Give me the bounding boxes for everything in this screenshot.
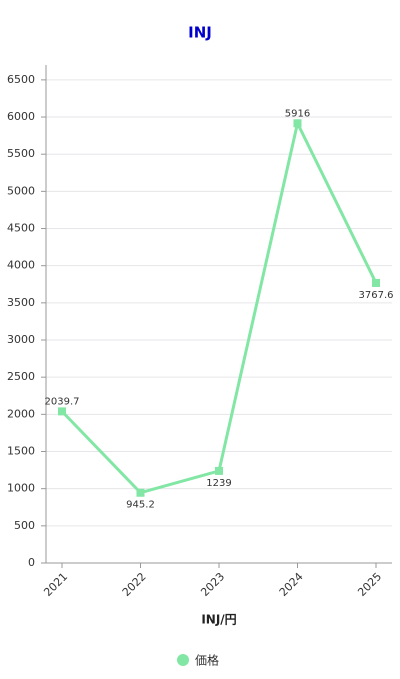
x-tick-label: 2024	[277, 570, 306, 599]
chart-title: INJ	[188, 24, 212, 42]
y-tick-label: 5500	[7, 147, 35, 160]
x-tick-label: 2022	[120, 570, 149, 599]
y-tick-label: 1500	[7, 445, 35, 458]
data-label: 2039.7	[45, 396, 80, 407]
legend-label: 価格	[195, 653, 219, 668]
point	[215, 466, 223, 475]
y-tick-label: 4000	[7, 259, 35, 272]
x-tick-label: 2025	[355, 570, 384, 599]
y-tick-label: 3000	[7, 333, 35, 346]
y-tick-label: 6500	[7, 73, 35, 86]
y-tick-label: 2000	[7, 407, 35, 420]
point	[372, 278, 380, 287]
legend-marker	[177, 654, 189, 666]
x-tick-label: 2021	[41, 570, 70, 599]
x-axis-label: INJ/円	[201, 613, 236, 627]
data-label: 945.2	[126, 500, 155, 511]
y-tick-label: 4500	[7, 222, 35, 235]
point	[58, 407, 66, 416]
y-tick-label: 0	[28, 556, 35, 569]
y-tick-label: 6000	[7, 110, 35, 123]
y-tick-label: 5000	[7, 184, 35, 197]
x-tick-label: 2023	[198, 570, 227, 599]
point	[136, 488, 145, 497]
y-tick-label: 500	[14, 519, 35, 532]
y-tick-label: 3500	[7, 296, 35, 309]
data-label: 1239	[206, 478, 231, 489]
data-label: 5916	[285, 108, 310, 119]
y-tick-label: 1000	[7, 482, 35, 495]
point	[293, 119, 302, 128]
y-tick-label: 2500	[7, 370, 35, 383]
line	[60, 118, 378, 495]
data-label: 3767.6	[359, 290, 394, 301]
